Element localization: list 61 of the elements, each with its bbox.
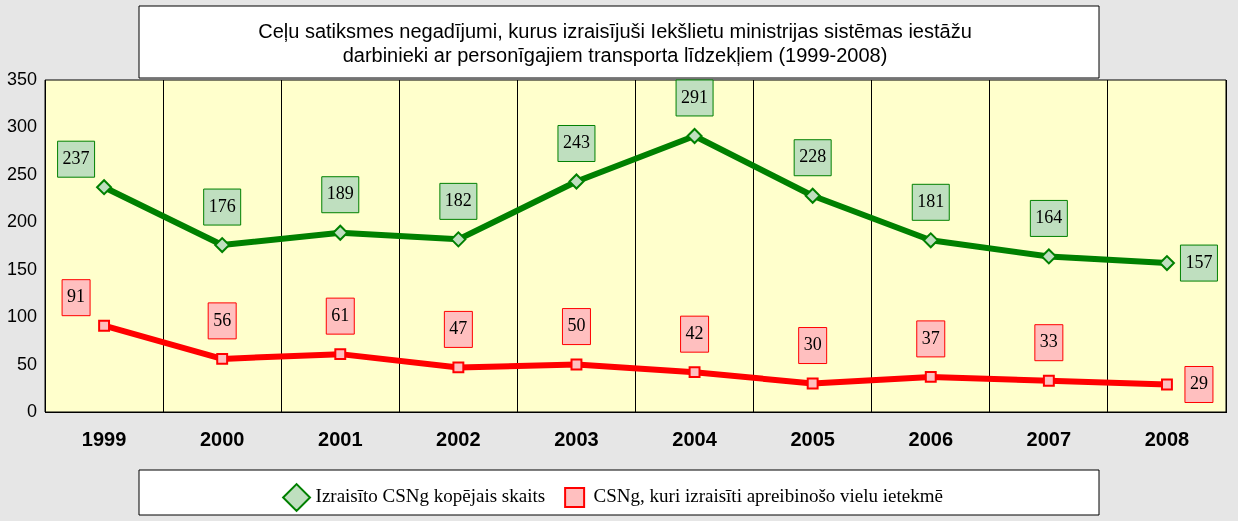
legend-label: Izraisīto CSNg kopējais skaits <box>315 485 546 507</box>
point <box>1161 378 1173 391</box>
data-label: 237 <box>62 147 90 168</box>
y-tick-label: 200 <box>6 211 38 232</box>
data-label: 182 <box>444 190 472 211</box>
point <box>686 127 703 144</box>
point <box>806 377 819 390</box>
x-tick-label: 2003 <box>554 427 599 450</box>
y-tick-label: 50 <box>17 353 38 374</box>
point <box>1040 248 1057 265</box>
x-tick-label: 2002 <box>436 427 481 450</box>
point <box>568 173 585 190</box>
data-label: 291 <box>681 86 709 107</box>
data-label: 181 <box>917 191 945 212</box>
x-tick-label: 2000 <box>199 427 245 450</box>
data-label: 243 <box>562 132 590 153</box>
x-tick-label: 2005 <box>790 427 835 450</box>
point <box>214 237 231 254</box>
data-label: 37 <box>921 327 940 348</box>
y-tick-label: 150 <box>6 258 38 279</box>
data-label: 157 <box>1185 251 1213 272</box>
point <box>1042 374 1055 387</box>
data-label: 33 <box>1039 331 1058 352</box>
data-label: 56 <box>213 309 232 330</box>
chart-title: Ceļu satiksmes negadījumi, kurus izraisījuši Iekšlietu ministrijas sistēmas iestāžu darbinieki ar personīgajiem transporta līdzekļiem (1999-2008) <box>258 19 972 66</box>
x-tick-label: 2008 <box>1144 427 1190 450</box>
x-tick-label: 1999 <box>81 427 127 450</box>
point <box>922 232 939 249</box>
data-label: 30 <box>803 334 822 355</box>
point <box>98 319 111 332</box>
y-tick-label: 100 <box>6 306 38 327</box>
data-label: 189 <box>326 183 354 204</box>
point <box>452 361 465 374</box>
y-tick-label: 0 <box>27 400 38 421</box>
point <box>216 352 229 365</box>
data-label: 228 <box>799 146 827 167</box>
data-label: 29 <box>1189 373 1208 394</box>
y-tick-label: 350 <box>6 68 38 89</box>
legend-label: CSNg, kuri izraisīti apreibinošo vielu ietekmē <box>593 485 943 507</box>
data-label: 61 <box>331 304 350 325</box>
data-label: 50 <box>567 315 586 336</box>
point <box>1158 255 1175 272</box>
y-tick-label: 300 <box>6 116 38 137</box>
point <box>804 187 821 204</box>
data-label: 164 <box>1035 207 1063 228</box>
x-tick-label: 2007 <box>1026 427 1072 450</box>
y-tick-label: 250 <box>6 163 38 184</box>
point <box>450 231 467 248</box>
point <box>570 358 583 371</box>
point <box>334 348 347 361</box>
x-tick-label: 2001 <box>318 427 363 450</box>
data-label: 42 <box>685 322 704 343</box>
point <box>688 366 701 379</box>
data-label: 91 <box>67 286 86 307</box>
x-tick-label: 2006 <box>908 427 954 450</box>
x-tick-label: 2004 <box>672 427 718 450</box>
point <box>924 370 937 383</box>
data-label: 47 <box>449 318 468 339</box>
data-label: 176 <box>208 195 236 216</box>
point <box>96 179 113 196</box>
point <box>332 224 349 241</box>
